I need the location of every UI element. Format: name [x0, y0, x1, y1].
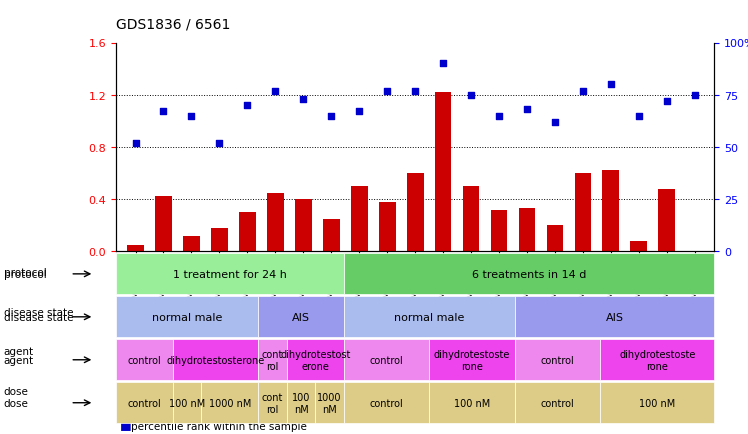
Bar — [463, 187, 479, 252]
Point — [521, 107, 533, 114]
Bar — [155, 197, 172, 252]
Text: disease state: disease state — [4, 312, 73, 322]
Text: control: control — [128, 398, 162, 408]
Text: 100 nM: 100 nM — [454, 398, 490, 408]
Point — [353, 108, 365, 115]
Bar — [295, 200, 312, 252]
Bar — [547, 226, 563, 252]
Text: dihydrotestost
erone: dihydrotestost erone — [280, 349, 351, 371]
Text: ■: ■ — [120, 408, 132, 421]
Point — [633, 113, 645, 120]
Text: 6 treatments in 14 d: 6 treatments in 14 d — [472, 269, 586, 279]
Text: disease state: disease state — [4, 307, 73, 317]
Bar — [631, 241, 647, 252]
Text: log2 ratio: log2 ratio — [131, 412, 181, 422]
Text: dihydrotestoste
rone: dihydrotestoste rone — [619, 349, 696, 371]
Text: AIS: AIS — [292, 312, 310, 322]
Point — [549, 119, 561, 126]
Bar — [435, 93, 452, 252]
Point — [213, 140, 225, 147]
Text: protocol: protocol — [4, 268, 46, 278]
Point — [493, 113, 505, 120]
Text: normal male: normal male — [394, 312, 465, 322]
Text: normal male: normal male — [152, 312, 222, 322]
Bar — [211, 228, 228, 252]
Bar — [602, 171, 619, 252]
Point — [660, 98, 672, 105]
Point — [409, 88, 421, 95]
Point — [158, 108, 170, 115]
Point — [465, 92, 477, 99]
Text: cont
rol: cont rol — [262, 392, 283, 414]
Point — [577, 88, 589, 95]
Bar — [267, 193, 283, 252]
Bar — [378, 202, 396, 252]
Text: cont
rol: cont rol — [262, 349, 283, 371]
Text: dihydrotestosterone: dihydrotestosterone — [167, 355, 265, 365]
Bar — [351, 187, 367, 252]
Text: control: control — [541, 355, 574, 365]
Text: agent: agent — [4, 355, 34, 365]
Point — [605, 82, 617, 89]
Text: 1000
nM: 1000 nM — [317, 392, 342, 414]
Text: percentile rank within the sample: percentile rank within the sample — [131, 421, 307, 431]
Text: agent: agent — [4, 347, 34, 357]
Bar — [323, 219, 340, 252]
Text: 100 nM: 100 nM — [640, 398, 675, 408]
Text: dose: dose — [4, 398, 28, 408]
Text: control: control — [541, 398, 574, 408]
Bar — [574, 174, 592, 252]
Point — [242, 102, 254, 109]
Bar — [127, 245, 144, 252]
Point — [269, 88, 281, 95]
Point — [186, 113, 197, 120]
Bar — [239, 213, 256, 252]
Bar — [407, 174, 423, 252]
Point — [297, 96, 309, 103]
Point — [381, 88, 393, 95]
Point — [129, 140, 141, 147]
Bar — [491, 210, 507, 252]
Text: dose: dose — [4, 386, 28, 396]
Text: control: control — [370, 355, 403, 365]
Text: 100
nM: 100 nM — [292, 392, 310, 414]
Text: control: control — [370, 398, 403, 408]
Text: protocol: protocol — [4, 269, 46, 279]
Bar — [518, 209, 536, 252]
Text: ■: ■ — [120, 417, 132, 430]
Text: dihydrotestoste
rone: dihydrotestoste rone — [434, 349, 510, 371]
Point — [689, 92, 701, 99]
Text: 1 treatment for 24 h: 1 treatment for 24 h — [173, 269, 287, 279]
Point — [325, 113, 337, 120]
Text: AIS: AIS — [606, 312, 624, 322]
Text: 1000 nM: 1000 nM — [209, 398, 251, 408]
Bar — [183, 236, 200, 252]
Text: control: control — [128, 355, 162, 365]
Text: 100 nM: 100 nM — [169, 398, 205, 408]
Point — [437, 61, 449, 68]
Text: GDS1836 / 6561: GDS1836 / 6561 — [116, 17, 230, 31]
Bar — [658, 189, 675, 252]
